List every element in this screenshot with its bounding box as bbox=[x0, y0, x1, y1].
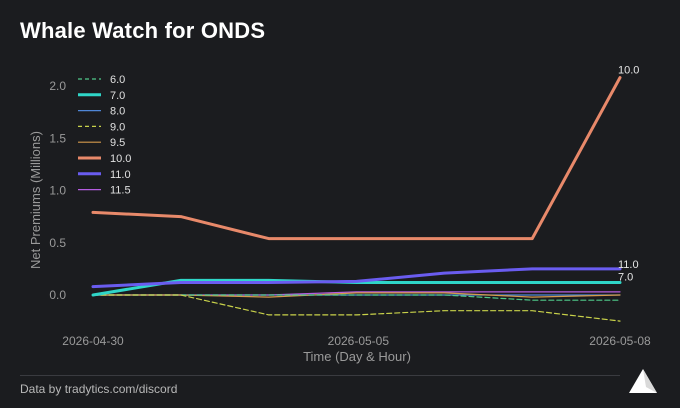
y-tick-label: 1.0 bbox=[49, 184, 66, 198]
tradytics-logo-icon bbox=[629, 369, 657, 393]
x-tick-label: 2026-05-05 bbox=[328, 334, 390, 348]
legend-label: 8.0 bbox=[110, 106, 125, 118]
series-line-6-0 bbox=[92, 294, 621, 301]
legend-label: 11.5 bbox=[110, 185, 131, 197]
legend-label: 7.0 bbox=[110, 90, 125, 102]
legend-label: 9.0 bbox=[110, 121, 125, 133]
series-line-9-0 bbox=[92, 294, 621, 322]
x-tick-label: 2026-04-30 bbox=[62, 334, 124, 348]
series-end-labels: 7.0 10.0 11.0 bbox=[618, 65, 639, 284]
end-label-11-0: 11.0 bbox=[618, 259, 639, 271]
y-axis-label: Net Premiums (Millions) bbox=[28, 131, 43, 269]
series-lines bbox=[91, 76, 622, 322]
chart-legend: 6.0 7.0 8.0 9.0 9.5 10.0 11.0 11.5 bbox=[78, 74, 131, 197]
legend-label: 9.5 bbox=[110, 137, 125, 149]
line-chart: 0.00.51.01.52.0 2026-04-30 2026-05-05 2026… bbox=[28, 65, 651, 364]
legend-label: 11.0 bbox=[110, 169, 131, 181]
y-axis: 0.0 0.5 1.0 1.5 2.0 bbox=[49, 79, 66, 302]
end-label-10-0: 10.0 bbox=[618, 65, 639, 77]
legend-label: 10.0 bbox=[110, 153, 131, 165]
series-line-10-0 bbox=[91, 76, 622, 241]
x-axis: 2026-04-30 2026-05-05 2026-05-08 bbox=[62, 334, 651, 348]
end-label-7-0: 7.0 bbox=[618, 271, 633, 283]
y-tick-label: 2.0 bbox=[49, 79, 66, 93]
y-tick-label: 0.5 bbox=[49, 236, 66, 250]
chart-title: Whale Watch for ONDS bbox=[20, 18, 266, 43]
series-line-11-0 bbox=[91, 267, 622, 289]
legend-label: 6.0 bbox=[110, 74, 125, 86]
footer-divider bbox=[20, 375, 620, 376]
footer-credit: Data by tradytics.com/discord bbox=[20, 382, 178, 396]
x-axis-label: Time (Day & Hour) bbox=[303, 349, 411, 364]
y-tick-label: 0.0 bbox=[49, 288, 66, 302]
y-tick-label: 1.5 bbox=[49, 131, 66, 145]
x-tick-label: 2026-05-08 bbox=[589, 334, 651, 348]
